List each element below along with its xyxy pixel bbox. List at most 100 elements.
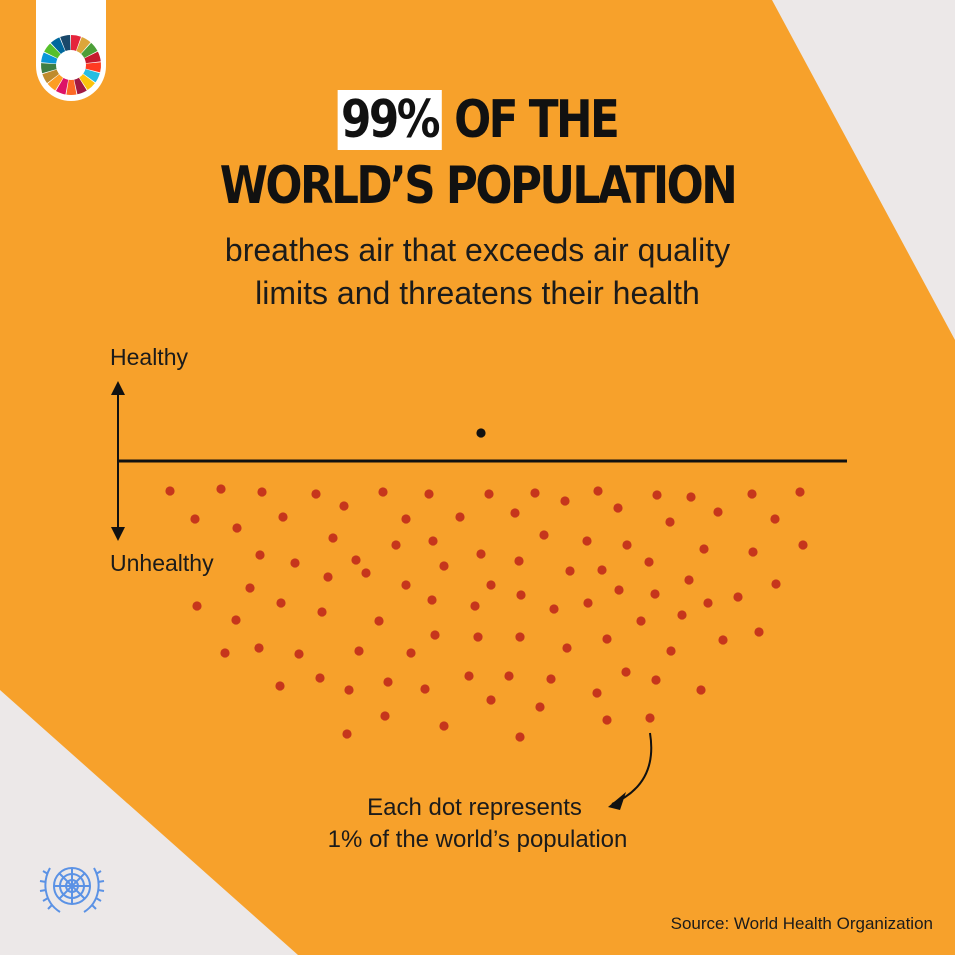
unhealthy-population-dot — [420, 684, 430, 694]
unhealthy-population-dot — [383, 677, 393, 687]
unhealthy-population-dot — [562, 643, 572, 653]
unhealthy-population-dot — [311, 489, 321, 499]
unhealthy-population-dot — [344, 685, 354, 695]
unhealthy-population-dot — [342, 729, 352, 739]
unhealthy-population-dot — [165, 486, 175, 496]
sdg-wheel-icon — [41, 35, 101, 96]
unhealthy-population-dot — [593, 486, 603, 496]
unhealthy-population-dot — [530, 488, 540, 498]
healthy-label: Healthy — [110, 344, 188, 370]
unhealthy-population-dot — [748, 547, 758, 557]
unhealthy-population-dot — [597, 565, 607, 575]
unhealthy-population-dot — [254, 643, 264, 653]
unhealthy-population-dot — [192, 601, 202, 611]
unhealthy-population-dot — [798, 540, 808, 550]
unhealthy-population-dot — [424, 489, 434, 499]
unhealthy-population-dot — [315, 673, 325, 683]
unhealthy-population-dot — [339, 501, 349, 511]
unhealthy-population-dot — [361, 568, 371, 578]
unhealthy-population-dot — [583, 598, 593, 608]
unhealthy-population-dot — [644, 557, 654, 567]
unhealthy-population-dot — [650, 589, 660, 599]
unhealthy-population-dot — [565, 566, 575, 576]
unhealthy-population-dot — [378, 487, 388, 497]
unhealthy-population-dot — [733, 592, 743, 602]
sdg-wheel-segment — [66, 65, 77, 96]
unhealthy-population-dot — [486, 580, 496, 590]
source-credit: Source: World Health Organization — [670, 914, 933, 933]
unhealthy-population-dot — [665, 517, 675, 527]
unhealthy-population-dot — [275, 681, 285, 691]
headline-highlight: 99% — [337, 90, 442, 150]
unhealthy-population-dot — [510, 508, 520, 518]
unhealthy-population-dot — [323, 572, 333, 582]
unhealthy-population-dot — [464, 671, 474, 681]
unhealthy-population-dot — [770, 514, 780, 524]
unhealthy-population-dot — [294, 649, 304, 659]
unhealthy-population-dot — [486, 695, 496, 705]
sdg-logo-tab — [36, 0, 106, 101]
unhealthy-population-dot — [190, 514, 200, 524]
unhealthy-population-dot — [645, 713, 655, 723]
unhealthy-population-dot — [255, 550, 265, 560]
unhealthy-population-dot — [374, 616, 384, 626]
unhealthy-population-dot — [677, 610, 687, 620]
unhealthy-population-dot — [666, 646, 676, 656]
unhealthy-population-dot — [686, 492, 696, 502]
unhealthy-population-dot — [515, 632, 525, 642]
unhealthy-population-dot — [614, 585, 624, 595]
legend-note-line-2: 1% of the world’s population — [327, 826, 628, 853]
unhealthy-population-dot — [504, 671, 514, 681]
unhealthy-population-dot — [696, 685, 706, 695]
legend-note-line-1: Each dot represents — [367, 794, 582, 821]
unhealthy-population-dot — [470, 601, 480, 611]
unhealthy-population-dot — [328, 533, 338, 543]
headline-line-2: WORLD’S POPULATION — [219, 156, 738, 216]
unhealthy-population-dot — [216, 484, 226, 494]
unhealthy-population-dot — [602, 715, 612, 725]
unhealthy-population-dot — [514, 556, 524, 566]
unhealthy-population-dot — [636, 616, 646, 626]
headline-line-1: 99% OF THE — [76, 90, 878, 150]
unhealthy-population-dot — [795, 487, 805, 497]
unhealthy-population-dot — [427, 595, 437, 605]
unhealthy-population-dot — [232, 523, 242, 533]
unhealthy-population-dot — [592, 688, 602, 698]
unhealthy-population-dot — [455, 512, 465, 522]
unhealthy-population-dot — [220, 648, 230, 658]
unhealthy-population-dot — [546, 674, 556, 684]
unhealthy-population-dot — [439, 721, 449, 731]
subheadline-line-1: breathes air that exceeds air quality — [224, 232, 731, 268]
subheadline-line-2: limits and threatens their health — [255, 275, 700, 311]
unhealthy-population-dot — [354, 646, 364, 656]
unhealthy-population-dot — [622, 540, 632, 550]
healthy-population-dot — [476, 428, 486, 438]
unhealthy-population-dot — [718, 635, 728, 645]
unhealthy-population-dot — [406, 648, 416, 658]
unhealthy-population-dot — [582, 536, 592, 546]
unhealthy-population-dot — [539, 530, 549, 540]
unhealthy-population-dot — [549, 604, 559, 614]
unhealthy-population-dot — [430, 630, 440, 640]
unhealthy-population-dot — [684, 575, 694, 585]
unhealthy-population-dot — [428, 536, 438, 546]
unhealthy-population-dot — [351, 555, 361, 565]
unhealthy-population-dot — [473, 632, 483, 642]
dots-layer — [165, 428, 808, 742]
unhealthy-population-dot — [560, 496, 570, 506]
unhealthy-population-dot — [771, 579, 781, 589]
unhealthy-population-dot — [380, 711, 390, 721]
unhealthy-population-dot — [439, 561, 449, 571]
unhealthy-population-dot — [652, 490, 662, 500]
unhealthy-population-dot — [535, 702, 545, 712]
unhealthy-population-dot — [278, 512, 288, 522]
unhealthy-population-dot — [713, 507, 723, 517]
headline-line-1-text: OF THE — [454, 90, 620, 150]
unhealthy-population-dot — [245, 583, 255, 593]
unhealthy-population-dot — [602, 634, 612, 644]
unhealthy-population-dot — [401, 580, 411, 590]
unhealthy-population-dot — [317, 607, 327, 617]
